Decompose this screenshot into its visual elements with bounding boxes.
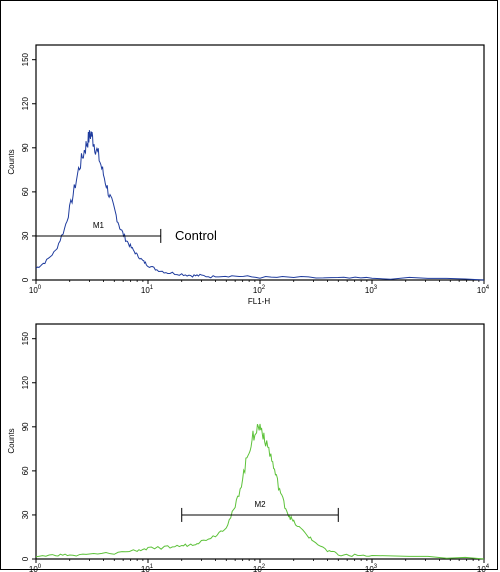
y-tick-label: 150 <box>21 331 30 345</box>
y-tick-label: 150 <box>21 52 30 66</box>
y-tick-label: 90 <box>21 422 30 431</box>
y-tick-label: 90 <box>21 143 30 152</box>
x-tick-label: 100 <box>29 285 42 295</box>
x-ticks-1: 100 101 102 103 104 <box>29 280 490 295</box>
x-axis-label-1: FL1-H <box>248 297 270 306</box>
x-tick-label: 101 <box>141 285 154 295</box>
histogram-line-1 <box>35 130 485 281</box>
y-axis-label-2: Counts <box>7 428 16 453</box>
y-tick-label: 0 <box>21 556 30 561</box>
x-tick-label: 102 <box>253 564 266 572</box>
gate-m1: M1 <box>35 221 162 243</box>
x-tick-label: 101 <box>141 564 154 572</box>
x-tick-label: 104 <box>477 564 490 572</box>
x-tick-label: 103 <box>365 285 378 295</box>
y-tick-label: 30 <box>21 510 30 519</box>
x-ticks-2: 100 101 102 103 104 <box>29 559 490 572</box>
histogram-line-2 <box>35 423 485 560</box>
control-annotation: Control <box>175 228 217 243</box>
x-tick-label: 100 <box>29 564 42 572</box>
gate-m1-label: M1 <box>93 221 105 230</box>
plot-area-2 <box>35 323 485 560</box>
x-tick-label: 102 <box>253 285 266 295</box>
gate-m2-label: M2 <box>254 500 266 509</box>
y-tick-label: 60 <box>21 466 30 475</box>
x-tick-label: 104 <box>477 285 490 295</box>
x-tick-label: 103 <box>365 564 378 572</box>
panel-2: Counts 0 30 60 90 120 150 100 101 102 103 104 M2 <box>7 323 490 572</box>
y-ticks-2: 0 30 60 90 120 150 <box>21 331 36 561</box>
y-tick-label: 120 <box>21 97 30 111</box>
gate-m2: M2 <box>181 500 339 522</box>
y-tick-label: 60 <box>21 187 30 196</box>
y-tick-label: 0 <box>21 277 30 282</box>
y-ticks-1: 0 30 60 90 120 150 <box>21 52 36 282</box>
y-tick-label: 120 <box>21 376 30 390</box>
plot-area-1 <box>35 44 485 281</box>
y-axis-label-1: Counts <box>7 149 16 174</box>
y-tick-label: 30 <box>21 231 30 240</box>
